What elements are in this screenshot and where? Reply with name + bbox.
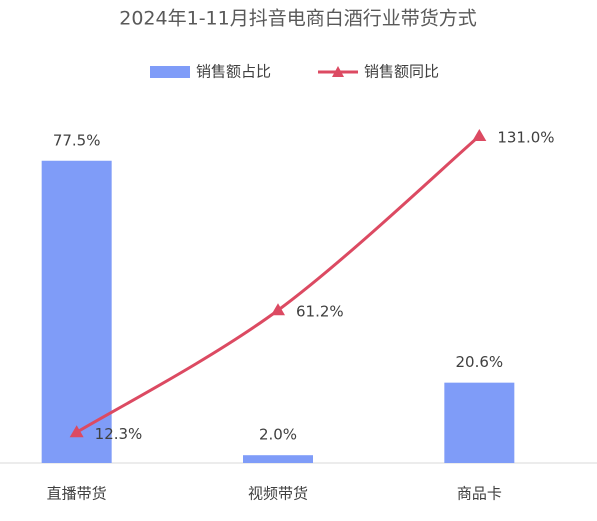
bar (41, 160, 112, 463)
data-label: 131.0% (497, 129, 554, 147)
bar (444, 382, 515, 463)
legend-marker (332, 66, 344, 77)
data-label: 20.6% (456, 353, 504, 371)
x-tick-label: 视频带货 (248, 485, 308, 503)
x-tick-label: 商品卡 (457, 485, 502, 503)
data-label: 61.2% (296, 303, 344, 321)
bar (243, 455, 313, 463)
marker (472, 129, 487, 142)
data-label: 2.0% (259, 426, 297, 444)
x-tick-label: 直播带货 (47, 485, 107, 503)
marker (69, 425, 84, 438)
data-label: 12.3% (95, 425, 143, 443)
line (75, 134, 481, 434)
legend-swatch (150, 66, 190, 78)
data-label: 77.5% (53, 131, 101, 149)
legend-label: 销售额同比 (364, 63, 439, 81)
chart-title: 2024年1-11月抖音电商白酒行业带货方式 (119, 8, 476, 30)
marker (271, 303, 285, 316)
legend-label: 销售额占比 (196, 63, 271, 81)
